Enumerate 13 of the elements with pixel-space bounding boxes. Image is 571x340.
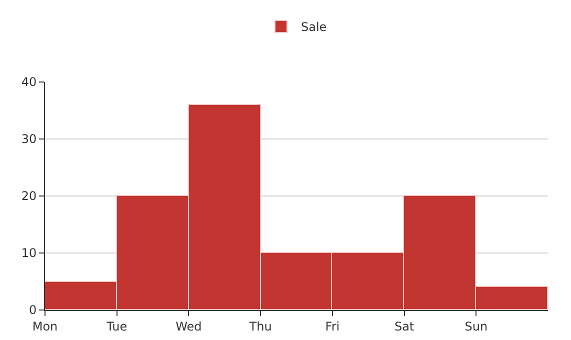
x-tick-label: Fri: [325, 319, 340, 334]
y-tick-label: 10: [21, 246, 37, 260]
y-tick-label: 20: [21, 189, 37, 204]
y-tick-label: 30: [21, 132, 37, 146]
x-tick-label: Thu: [248, 319, 272, 334]
x-tick-label: Wed: [176, 319, 202, 334]
x-tick-label: Tue: [106, 319, 128, 334]
x-tick-label: Mon: [32, 319, 58, 334]
y-tick-label: 0: [28, 303, 37, 318]
x-tick-label: Sun: [464, 319, 488, 334]
x-tick-label: Sat: [394, 319, 414, 334]
legend-label: Sale: [301, 20, 327, 34]
y-tick-label: 40: [21, 75, 37, 90]
